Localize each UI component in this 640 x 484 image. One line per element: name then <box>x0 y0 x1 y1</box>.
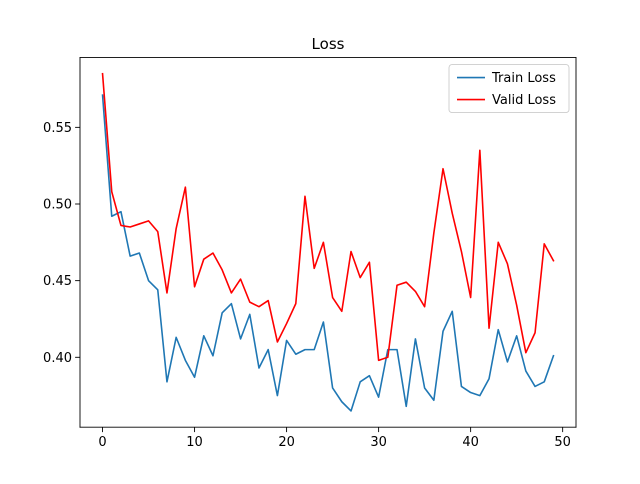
plot-background <box>80 57 576 428</box>
legend: Train Loss Valid Loss <box>448 64 570 114</box>
x-tick-label: 50 <box>554 435 571 450</box>
x-tick-label: 40 <box>462 435 479 450</box>
legend-label-train-loss: Train Loss <box>491 71 556 86</box>
axes-frame <box>79 57 577 428</box>
x-tick-label: 0 <box>98 435 106 450</box>
y-axis-ticks: 0.40 0.45 0.50 0.55 <box>43 121 80 366</box>
y-tick-label: 0.55 <box>43 121 72 136</box>
series-layer <box>101 72 555 412</box>
x-tick-label: 10 <box>186 435 203 450</box>
x-tick-label: 30 <box>370 435 387 450</box>
y-tick-label: 0.40 <box>43 351 72 366</box>
series-line-valid-loss <box>101 72 555 362</box>
x-tick-label: 20 <box>278 435 295 450</box>
y-tick-label: 0.45 <box>43 274 72 289</box>
plot-area: 0 10 20 30 40 50 0.40 0.45 0.50 0.55 <box>43 57 577 450</box>
legend-box <box>448 64 570 114</box>
legend-label-valid-loss: Valid Loss <box>492 93 556 108</box>
series-line-train-loss <box>101 94 555 412</box>
chart-title: Loss <box>312 35 345 53</box>
y-tick-label: 0.50 <box>43 197 72 212</box>
x-axis-ticks: 0 10 20 30 40 50 <box>98 427 571 450</box>
